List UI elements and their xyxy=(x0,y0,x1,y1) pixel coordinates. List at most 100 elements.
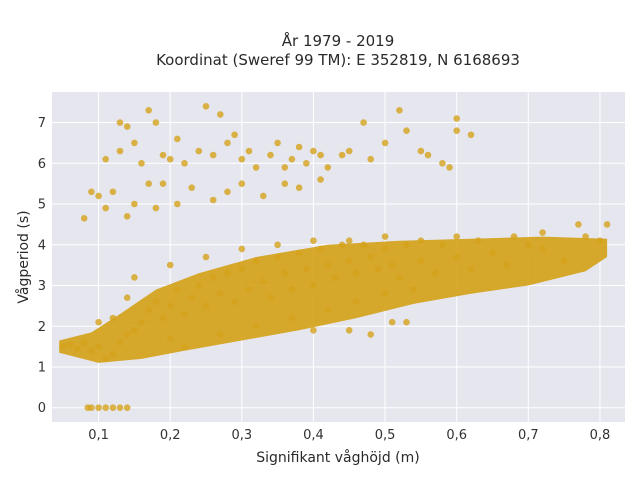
data-point xyxy=(453,233,461,240)
data-point xyxy=(245,147,253,155)
data-point xyxy=(288,314,296,322)
data-point xyxy=(131,327,138,334)
data-point xyxy=(317,151,324,159)
data-point xyxy=(295,184,303,191)
data-point xyxy=(95,192,102,200)
x-tick-label: 0,5 xyxy=(375,428,396,443)
data-point xyxy=(303,160,310,167)
data-point xyxy=(281,164,289,171)
data-point xyxy=(88,404,95,412)
data-point xyxy=(489,249,496,257)
data-point xyxy=(353,270,360,277)
grid-lines xyxy=(52,92,625,422)
data-point xyxy=(295,249,303,257)
data-point xyxy=(396,274,403,281)
data-point xyxy=(123,404,131,412)
data-point xyxy=(209,274,217,281)
data-point xyxy=(367,331,375,338)
data-points xyxy=(59,103,611,412)
data-point xyxy=(324,164,332,171)
data-point xyxy=(102,155,109,163)
data-point xyxy=(252,164,260,171)
data-point xyxy=(324,306,332,314)
data-point xyxy=(188,294,195,302)
data-point xyxy=(80,339,88,346)
data-point xyxy=(381,233,389,240)
data-point xyxy=(174,286,181,293)
data-point xyxy=(446,164,453,171)
data-point xyxy=(245,286,253,293)
y-axis-ticks: 0 1 2 3 4 5 6 7 xyxy=(38,116,46,416)
data-point xyxy=(388,318,396,326)
data-point xyxy=(596,237,604,244)
chart-title: År 1979 - 2019 xyxy=(282,31,395,50)
data-point xyxy=(345,327,353,334)
data-point xyxy=(88,188,95,196)
data-point xyxy=(338,241,346,249)
data-point xyxy=(360,119,367,126)
data-point xyxy=(152,119,160,126)
data-point xyxy=(195,147,203,155)
data-point xyxy=(310,147,317,155)
data-point xyxy=(217,111,224,118)
y-tick-label: 2 xyxy=(38,320,46,335)
data-point xyxy=(252,323,260,330)
data-point xyxy=(539,245,546,253)
data-point xyxy=(238,265,246,273)
y-tick-label: 4 xyxy=(38,238,46,253)
data-point xyxy=(403,241,410,249)
data-point xyxy=(582,233,589,240)
data-point xyxy=(152,204,160,212)
x-tick-label: 0,1 xyxy=(88,428,109,443)
data-point xyxy=(202,302,210,310)
data-point xyxy=(88,347,95,355)
data-point xyxy=(166,302,174,310)
data-point xyxy=(417,257,425,265)
data-point xyxy=(310,282,317,289)
data-point xyxy=(453,253,461,261)
data-point xyxy=(123,123,131,130)
data-point xyxy=(503,261,511,269)
data-point xyxy=(109,188,117,196)
data-point xyxy=(317,245,324,253)
data-point xyxy=(138,318,145,326)
data-point xyxy=(80,215,88,222)
data-point xyxy=(145,180,152,187)
data-point xyxy=(131,274,138,281)
data-point xyxy=(439,241,446,249)
data-point xyxy=(116,119,124,126)
y-tick-label: 5 xyxy=(38,198,46,213)
data-point xyxy=(310,237,317,244)
data-point xyxy=(453,115,461,122)
data-point xyxy=(224,270,231,277)
data-point xyxy=(195,282,203,289)
data-point xyxy=(367,253,375,261)
x-tick-label: 0,4 xyxy=(303,428,324,443)
data-point xyxy=(345,257,353,265)
data-point xyxy=(267,294,274,302)
data-point xyxy=(231,131,238,139)
data-point xyxy=(474,237,482,244)
data-point xyxy=(102,204,109,212)
data-point xyxy=(374,265,382,273)
data-point xyxy=(396,107,403,114)
data-point xyxy=(66,341,74,348)
data-point xyxy=(267,151,274,159)
y-axis-label: Vågperiod (s) xyxy=(15,210,32,303)
data-point xyxy=(238,245,246,253)
data-point xyxy=(367,155,375,163)
data-point xyxy=(145,306,152,314)
data-point xyxy=(331,274,339,281)
data-point xyxy=(224,139,231,147)
data-point xyxy=(560,257,568,265)
data-point xyxy=(174,135,181,143)
data-point xyxy=(310,327,317,334)
data-point xyxy=(525,241,532,249)
data-point xyxy=(209,196,217,204)
data-point xyxy=(295,143,303,151)
data-point xyxy=(131,200,138,208)
data-point xyxy=(510,233,518,240)
data-point xyxy=(431,270,439,277)
data-point xyxy=(73,345,81,353)
